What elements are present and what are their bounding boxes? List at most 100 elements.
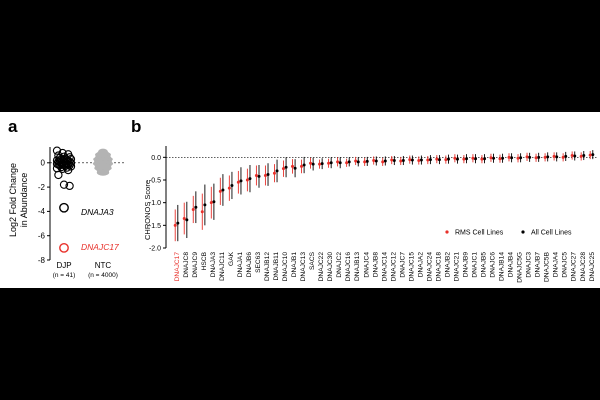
legend-dot-rms	[445, 230, 449, 234]
panel-b-point	[230, 183, 234, 187]
panel-b-point	[498, 157, 502, 161]
panel-b-point	[446, 157, 450, 161]
panel-b-point	[453, 156, 457, 160]
panel-b-point	[516, 156, 520, 160]
panel-b-point	[275, 169, 279, 173]
panel-b-ylabel: CHRONOS Score	[143, 180, 152, 240]
panel-b-point	[365, 159, 369, 163]
panel-b-point	[564, 154, 568, 158]
panel-b-xtick-label: DNAJB12	[264, 252, 271, 281]
panel-b-point	[236, 180, 240, 184]
panel-b-xtick-label: DNAJA2	[417, 252, 424, 278]
legend-dot-all	[521, 230, 525, 234]
panel-b-xtick-label: DNAJC1	[472, 252, 479, 278]
panel-b-xtick-label: DNAJC10	[282, 252, 289, 282]
panel-b-point	[528, 155, 532, 159]
panel-b-point	[257, 174, 261, 178]
panel-b-xtick-label: DNAJC27	[571, 252, 578, 282]
panel-b-xtick-label: DNAJC15	[408, 252, 415, 282]
panel-b-point	[462, 157, 466, 161]
panel-b-point	[300, 164, 304, 168]
panel-b-point	[329, 161, 333, 165]
panel-b-xtick-label: DNAJB5	[481, 252, 488, 278]
panel-a-djp-point	[65, 161, 74, 170]
panel-b-point	[381, 160, 385, 164]
panel-b-point	[455, 157, 459, 161]
panel-b-xticks: DNAJC17 DNAJC8 DNAJC9 HSCB DNAJA3 DNAJC11 GAK D…	[174, 251, 596, 282]
panel-b-point	[579, 154, 583, 158]
panel-a-xtick-djp: DJP	[56, 261, 71, 270]
panel-b-xtick-label: GAK	[228, 251, 235, 266]
legend-label-all: All Cell Lines	[531, 230, 572, 237]
panel-b-point	[209, 201, 213, 205]
panel-b-xtick-label: SEC63	[255, 252, 262, 273]
panel-b-xtick-label: DNAJA1	[237, 252, 244, 278]
panel-b-point	[227, 186, 231, 190]
panel-b-xtick-label: DNAJC5B	[544, 251, 551, 282]
panel-b-point	[383, 159, 387, 163]
panel-a-djp-point	[58, 164, 67, 174]
panel-b-point	[534, 156, 538, 160]
panel-b-point	[336, 160, 340, 164]
panel-b-xtick-label: DNAJB8	[372, 252, 379, 278]
panel-b-xtick-label: DNAJC22	[318, 252, 325, 282]
panel-b-xtick-label: DNAJC4	[363, 252, 370, 278]
panel-b-point	[354, 159, 358, 163]
panel-a-djp-point	[65, 181, 74, 191]
panel-b-point	[519, 156, 523, 160]
panel-b-point	[284, 165, 288, 169]
panel-b-point	[363, 160, 367, 164]
panel-b-point	[588, 153, 592, 157]
panel-b-xtick-label: DNAJC16	[345, 252, 352, 282]
panel-b-xtick-label: DNAJC2	[336, 252, 343, 278]
panel-b-point	[239, 179, 243, 183]
panel-b-xtick-label: DNAJC7	[399, 252, 406, 278]
panel-b-ytick-label: -2.0	[149, 246, 161, 253]
panel-b-xtick-label: DNAJB7	[535, 252, 542, 278]
panel-b-point	[272, 171, 276, 175]
panel-a-djp-point	[52, 146, 62, 155]
panel-b-xtick-label: DNAJB14	[499, 252, 506, 281]
figure: a Log2 Fold Change in Abundance -8 -6 -4 -2…	[0, 112, 600, 288]
panel-b-point	[474, 157, 478, 161]
panel-b-point	[254, 173, 258, 177]
panel-b-point	[471, 156, 475, 160]
panel-b-xtick-label: DNAJB1	[291, 252, 298, 278]
panel-a-ntc-point	[98, 148, 108, 156]
panel-b-point	[399, 159, 403, 163]
panel-a-chart: a Log2 Fold Change in Abundance -8 -6 -4 -2…	[8, 117, 124, 279]
panel-b-point	[182, 217, 186, 221]
panel-b-xtick-label: DNAJC5	[562, 252, 569, 278]
panel-b-xtick-label: DNAJC9	[192, 252, 199, 278]
panel-b-xtick-label: DNAJC24	[426, 252, 433, 282]
panel-b-point	[185, 218, 189, 222]
panel-b-xtick-label: DNAJC21	[453, 252, 460, 282]
panel-b-point	[501, 156, 505, 160]
panel-b-xtick-label: DNAJC25	[589, 252, 596, 282]
panel-a-djp-point	[64, 165, 73, 175]
panel-b-point	[392, 159, 396, 163]
panel-a-ylabel-line1: Log2 Fold Change	[8, 163, 18, 237]
panel-a-ytick-label: -2	[38, 183, 46, 192]
panel-b-point	[293, 166, 297, 170]
panel-b-point	[194, 205, 198, 209]
panel-b-point	[437, 158, 441, 162]
panel-a-ytick-label: -8	[38, 256, 46, 265]
panel-b-label: b	[131, 117, 141, 136]
panel-a-annotation-dnaja3: DNAJA3	[81, 207, 114, 217]
panel-b-point	[573, 154, 577, 158]
panel-b-point	[320, 162, 324, 166]
panel-b-xtick-label: DNAJC12	[390, 252, 397, 282]
panel-b-xtick-label: DNAJA3	[210, 252, 217, 278]
panel-b-xtick-label: DNAJC30	[327, 252, 334, 282]
panel-b-point	[327, 161, 331, 165]
panel-b-point	[489, 156, 493, 160]
panel-b-xtick-label: DNAJB11	[273, 252, 280, 281]
panel-b-point	[374, 159, 378, 163]
panel-b-point	[372, 159, 376, 163]
panel-a-xtick-ntc: NTC	[95, 261, 112, 270]
panel-b-point	[338, 161, 342, 165]
panel-b-point	[218, 189, 222, 193]
panel-b-xtick-label: DNAJB4	[508, 252, 515, 278]
panel-a-djp-point	[57, 162, 66, 172]
